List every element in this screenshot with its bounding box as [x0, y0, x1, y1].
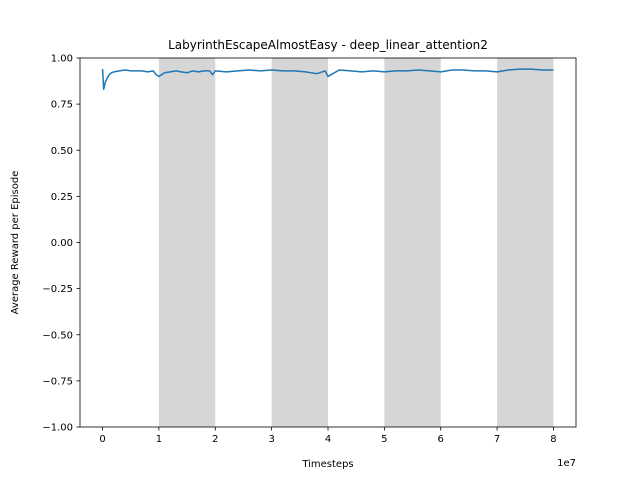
y-tick-label: −0.50 — [42, 330, 73, 341]
x-tick-label: 1 — [156, 434, 162, 445]
x-axis-ticks: 0 1 2 3 4 5 6 7 8 — [99, 427, 557, 445]
shaded-region — [497, 58, 554, 427]
x-tick-label: 6 — [438, 434, 444, 445]
y-tick-label: −0.25 — [42, 284, 73, 295]
series-line — [101, 68, 554, 91]
y-tick-label: 0.25 — [51, 192, 73, 203]
y-tick-label: −1.00 — [42, 423, 73, 434]
x-tick-label: 5 — [381, 434, 387, 445]
shaded-regions — [158, 58, 554, 427]
x-tick-label: 2 — [212, 434, 218, 445]
y-axis-ticks: 1.00 0.75 0.50 0.25 0.00 −0.25 −0.50 −0.75 −1.00 — [42, 54, 80, 434]
x-tick-label: 0 — [99, 434, 105, 445]
shaded-region — [271, 58, 328, 427]
x-tick-label: 4 — [325, 434, 331, 445]
series-lines — [101, 68, 554, 91]
x-tick-label: 8 — [550, 434, 556, 445]
x-axis-label: Timesteps — [301, 459, 353, 470]
shaded-region — [384, 58, 441, 427]
y-tick-label: 0.00 — [51, 238, 73, 249]
chart-title: LabyrinthEscapeAlmostEasy - deep_linear_… — [168, 38, 488, 52]
y-axis-label: Average Reward per Episode — [10, 171, 21, 315]
y-tick-label: −0.75 — [42, 376, 73, 387]
x-tick-label: 3 — [268, 434, 274, 445]
y-tick-label: 0.75 — [51, 100, 73, 111]
shaded-region — [158, 58, 216, 427]
x-axis-offset-text: 1e7 — [557, 458, 576, 469]
x-tick-label: 7 — [494, 434, 500, 445]
y-tick-label: 0.50 — [51, 146, 73, 157]
y-tick-label: 1.00 — [51, 54, 73, 65]
